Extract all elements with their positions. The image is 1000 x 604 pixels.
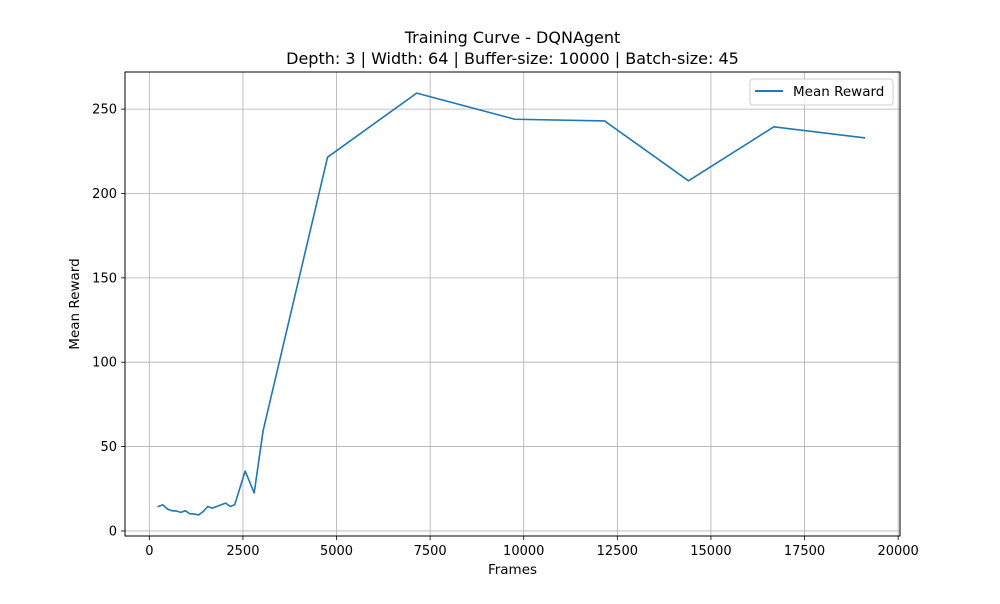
legend-label-mean-reward: Mean Reward <box>793 84 884 100</box>
y-axis-label: Mean Reward <box>67 258 83 349</box>
x-tick-label: 0 <box>145 544 153 559</box>
x-axis-label: Frames <box>488 562 537 578</box>
y-tick-label: 0 <box>109 524 117 539</box>
series-lines <box>157 92 866 516</box>
x-tick-label: 15000 <box>690 544 731 559</box>
y-tick-label: 250 <box>92 103 117 118</box>
x-tick-label: 20000 <box>877 544 918 559</box>
legend: Mean Reward <box>749 78 894 106</box>
series-line-mean-reward <box>157 92 866 516</box>
grid-lines <box>125 72 900 536</box>
y-tick-label: 100 <box>92 356 117 371</box>
chart-title: Training Curve - DQNAgent <box>404 28 621 47</box>
x-axis-ticks: 0 2500 5000 7500 10000 12500 15000 17500 20000 <box>145 536 919 559</box>
y-tick-label: 50 <box>100 440 117 455</box>
legend-box <box>749 78 894 106</box>
x-tick-label: 2500 <box>226 544 259 559</box>
y-tick-label: 200 <box>92 187 117 202</box>
chart-subtitle: Depth: 3 | Width: 64 | Buffer-size: 1000… <box>286 49 739 68</box>
plot-frame <box>124 71 901 537</box>
y-tick-label: 150 <box>92 271 117 286</box>
x-tick-label: 5000 <box>320 544 353 559</box>
x-tick-label: 12500 <box>597 544 638 559</box>
y-axis-ticks: 0 50 100 150 200 250 <box>92 103 125 539</box>
x-tick-label: 7500 <box>414 544 447 559</box>
x-tick-label: 10000 <box>503 544 544 559</box>
x-tick-label: 17500 <box>784 544 825 559</box>
